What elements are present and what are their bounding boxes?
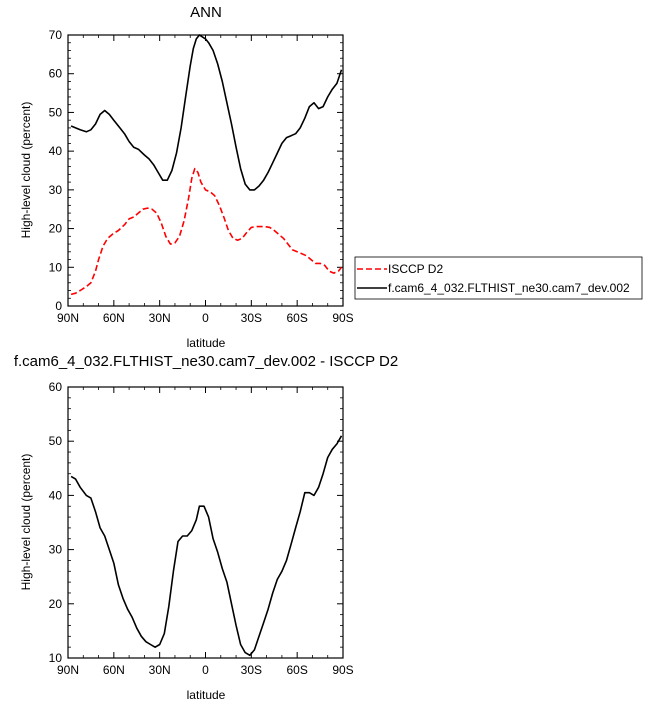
chart-top-xtick-label: 90N	[57, 311, 79, 325]
chart-top-ytick-label: 70	[49, 28, 63, 42]
chart-bottom: f.cam6_4_032.FLTHIST_ne30.cam7_dev.002 -…	[14, 353, 398, 702]
chart-bottom-plot-frame	[67, 386, 344, 659]
chart-bottom-ytick-label: 10	[49, 651, 63, 665]
chart-top-xtick-label: 60N	[103, 311, 125, 325]
chart-top-ytick-label: 20	[49, 222, 63, 236]
chart-top-xtick-label: 30S	[241, 311, 262, 325]
chart-bottom-xtick-label: 90S	[332, 663, 353, 677]
chart-bottom-ytick-label: 20	[49, 597, 63, 611]
chart-bottom-ytick-label: 40	[49, 488, 63, 502]
chart-bottom-gridmarks: 90N 60N 30N 0 30S 60S 90S 10 20 30 40 50 60	[49, 380, 354, 677]
chart-bottom-ytick-label: 30	[49, 543, 63, 557]
chart-bottom-lines	[70, 435, 343, 657]
legend-label-model: f.cam6_4_032.FLTHIST_ne30.cam7_dev.002	[388, 281, 630, 295]
chart-top-plot-frame	[67, 34, 344, 307]
chart-top-ytick-label: 50	[49, 105, 63, 119]
chart-bottom-xlabel: latitude	[187, 688, 226, 702]
chart-top-ytick-label: 60	[49, 67, 63, 81]
chart-bottom-ylabel: High-level cloud (percent)	[19, 454, 33, 591]
chart-bottom-xtick-label: 30S	[241, 663, 262, 677]
chart-bottom-title: f.cam6_4_032.FLTHIST_ne30.cam7_dev.002 -…	[14, 353, 398, 370]
chart-bottom-xtick-label: 30N	[149, 663, 171, 677]
chart-top-ytick-label: 30	[49, 183, 63, 197]
chart-top-xtick-label: 60S	[286, 311, 307, 325]
chart-top: ANN 90N 60N 30N 0 30S 60S 90S 0 10 20 30 40 50 60 70 l…	[19, 4, 643, 350]
chart-bottom-xtick-label: 0	[202, 663, 209, 677]
chart-top-lines	[70, 34, 343, 296]
chart-top-xlabel: latitude	[187, 336, 226, 350]
chart-top-series-line-0	[70, 167, 343, 296]
chart-top-ytick-label: 10	[49, 260, 63, 274]
chart-top-xtick-label: 30N	[149, 311, 171, 325]
legend-label-isccp: ISCCP D2	[388, 262, 443, 276]
chart-top-ytick-label: 40	[49, 144, 63, 158]
chart-top-gridmarks: 90N 60N 30N 0 30S 60S 90S 0 10 20 30 40 50 60 70	[49, 28, 354, 325]
chart-top-series-line-1	[70, 34, 343, 191]
chart-top-legend: ISCCP D2 f.cam6_4_032.FLTHIST_ne30.cam7_…	[354, 256, 643, 300]
chart-top-xtick-label: 0	[202, 311, 209, 325]
chart-bottom-xtick-label: 60N	[103, 663, 125, 677]
chart-top-title: ANN	[190, 4, 222, 21]
chart-top-xtick-label: 90S	[332, 311, 353, 325]
chart-bottom-series-line-0	[70, 435, 343, 657]
chart-bottom-ytick-label: 60	[49, 380, 63, 394]
chart-bottom-xtick-label: 90N	[57, 663, 79, 677]
chart-bottom-xtick-label: 60S	[286, 663, 307, 677]
chart-top-ylabel: High-level cloud (percent)	[19, 102, 33, 239]
chart-top-ytick-label: 0	[55, 299, 62, 313]
chart-bottom-ytick-label: 50	[49, 434, 63, 448]
legend-box	[354, 256, 643, 300]
